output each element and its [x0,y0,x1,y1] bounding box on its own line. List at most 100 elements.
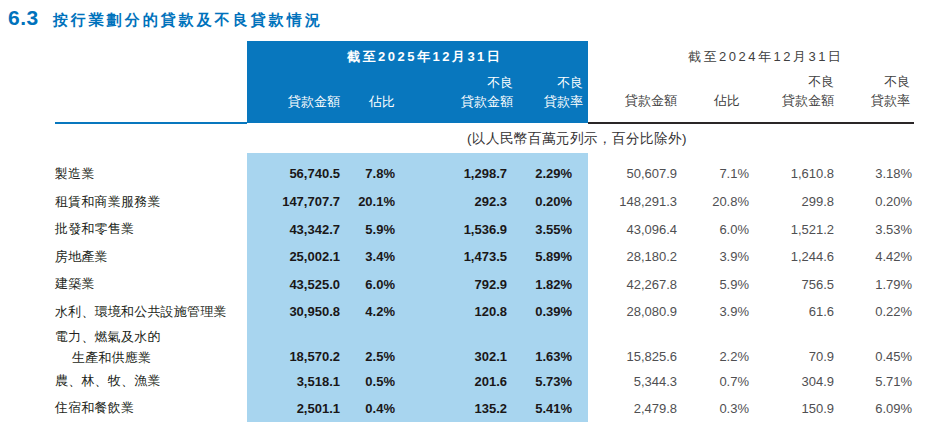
share-2024-value: 0.3% [683,395,755,422]
col-header-npl-2025: 不良貸款金額 [401,72,519,123]
industry-label: 農、林、牧、漁業 [55,368,247,395]
npl-ratio-2024-value: 3.18% [840,153,914,188]
loan-2025-value: 147,707.7 [247,188,346,216]
npl-2024-value: 1,610.8 [755,153,840,188]
loan-2024-value: 42,267.8 [588,271,683,299]
loan-2025-value: 43,525.0 [247,271,346,299]
npl-ratio-2025-value: 5.73% [519,368,588,395]
table-row: 水利、環境和公共設施管理業 30,950.8 4.2% 120.8 0.39% … [55,298,914,326]
table-row: 農、林、牧、漁業 3,518.1 0.5% 201.6 5.73% 5,344.… [55,368,914,395]
share-2025-value: 3.4% [346,243,401,271]
units-note: (以人民幣百萬元列示，百分比除外) [55,123,914,153]
share-2024-value: 2.2% [683,326,755,368]
section-title-text: 按行業劃分的貸款及不良貸款情況 [53,11,323,30]
share-2025-value: 6.0% [346,271,401,299]
section-title: 6.3 按行業劃分的貸款及不良貸款情況 [8,6,323,30]
npl-ratio-2024-value: 3.53% [840,216,914,244]
share-2025-value: 7.8% [346,153,401,188]
table-row: 房地產業 25,002.1 3.4% 1,473.5 5.89% 28,180.… [55,243,914,271]
units-note-row: (以人民幣百萬元列示，百分比除外) [55,123,914,153]
loan-2025-value: 43,342.7 [247,216,346,244]
table-row: 電力、燃氣及水的生產和供應業 18,570.2 2.5% 302.1 1.63%… [55,326,914,368]
npl-2025-value: 120.8 [401,298,519,326]
col-header-share-2024: 佔比 [683,72,755,123]
npl-ratio-2025-value: 5.89% [519,243,588,271]
col-header-share-2025: 佔比 [346,72,401,123]
loan-2024-value: 2,479.8 [588,395,683,422]
section-number: 6.3 [8,6,39,30]
npl-ratio-2024-value: 0.45% [840,326,914,368]
share-2024-value: 3.9% [683,243,755,271]
col-header-loan-2024: 貸款金額 [588,72,683,123]
share-2024-value: 20.8% [683,188,755,216]
npl-2024-value: 1,244.6 [755,243,840,271]
share-2025-value: 4.2% [346,298,401,326]
table-row: 住宿和餐飲業 2,501.1 0.4% 135.2 5.41% 2,479.8 … [55,395,914,422]
npl-ratio-2024-value: 5.71% [840,368,914,395]
loan-2024-value: 15,825.6 [588,326,683,368]
share-2024-value: 6.0% [683,216,755,244]
loan-2025-value: 56,740.5 [247,153,346,188]
loan-2024-value: 5,344.3 [588,368,683,395]
npl-2024-value: 304.9 [755,368,840,395]
npl-2025-value: 292.3 [401,188,519,216]
industry-column-spacer [55,41,247,123]
share-2025-value: 2.5% [346,326,401,368]
loan-2025-value: 30,950.8 [247,298,346,326]
table-row: 租賃和商業服務業 147,707.7 20.1% 292.3 0.20% 148… [55,188,914,216]
npl-2025-value: 792.9 [401,271,519,299]
loan-2024-value: 28,080.9 [588,298,683,326]
table-row: 製造業 56,740.5 7.8% 1,298.7 2.29% 50,607.9… [55,153,914,188]
npl-ratio-2025-value: 0.20% [519,188,588,216]
industry-label: 租賃和商業服務業 [55,188,247,216]
npl-2024-value: 299.8 [755,188,840,216]
npl-2025-value: 1,298.7 [401,153,519,188]
loan-2025-value: 25,002.1 [247,243,346,271]
loan-2025-value: 2,501.1 [247,395,346,422]
share-2025-value: 5.9% [346,216,401,244]
col-header-npl-ratio-2024: 不良貸款率 [840,72,914,123]
npl-2024-value: 61.6 [755,298,840,326]
industry-label: 製造業 [55,153,247,188]
share-2025-value: 20.1% [346,188,401,216]
share-2024-value: 0.7% [683,368,755,395]
share-2025-value: 0.5% [346,368,401,395]
col-header-npl-2024: 不良貸款金額 [755,72,840,123]
industry-label: 批發和零售業 [55,216,247,244]
col-header-npl-ratio-2025: 不良貸款率 [519,72,588,123]
loans-by-industry-table: 截至2025年12月31日 截至2024年12月31日 貸款金額 佔比 不良貸款… [55,41,914,422]
industry-label: 住宿和餐飲業 [55,395,247,422]
npl-ratio-2025-value: 5.41% [519,395,588,422]
npl-ratio-2024-value: 1.79% [840,271,914,299]
industry-label: 房地產業 [55,243,247,271]
loan-2024-value: 28,180.2 [588,243,683,271]
npl-2024-value: 756.5 [755,271,840,299]
npl-2025-value: 302.1 [401,326,519,368]
loan-2025-value: 18,570.2 [247,326,346,368]
npl-ratio-2025-value: 3.55% [519,216,588,244]
industry-label: 建築業 [55,271,247,299]
loan-2024-value: 50,607.9 [588,153,683,188]
loan-2025-value: 3,518.1 [247,368,346,395]
col-header-loan-2025: 貸款金額 [247,72,346,123]
table-row: 批發和零售業 43,342.7 5.9% 1,536.9 3.55% 43,09… [55,216,914,244]
npl-ratio-2025-value: 1.63% [519,326,588,368]
npl-ratio-2025-value: 0.39% [519,298,588,326]
share-2024-value: 3.9% [683,298,755,326]
period-header-row: 截至2025年12月31日 截至2024年12月31日 [55,41,914,72]
npl-2024-value: 150.9 [755,395,840,422]
npl-ratio-2025-value: 2.29% [519,153,588,188]
table-row: 建築業 43,525.0 6.0% 792.9 1.82% 42,267.8 5… [55,271,914,299]
share-2024-value: 5.9% [683,271,755,299]
share-2024-value: 7.1% [683,153,755,188]
npl-2025-value: 201.6 [401,368,519,395]
industry-label: 水利、環境和公共設施管理業 [55,298,247,326]
period-2025-header: 截至2025年12月31日 [247,41,588,72]
period-2024-header: 截至2024年12月31日 [588,41,914,72]
npl-2025-value: 1,536.9 [401,216,519,244]
share-2025-value: 0.4% [346,395,401,422]
npl-2024-value: 1,521.2 [755,216,840,244]
industry-label: 電力、燃氣及水的生產和供應業 [55,326,247,368]
npl-2025-value: 1,473.5 [401,243,519,271]
npl-ratio-2024-value: 4.42% [840,243,914,271]
